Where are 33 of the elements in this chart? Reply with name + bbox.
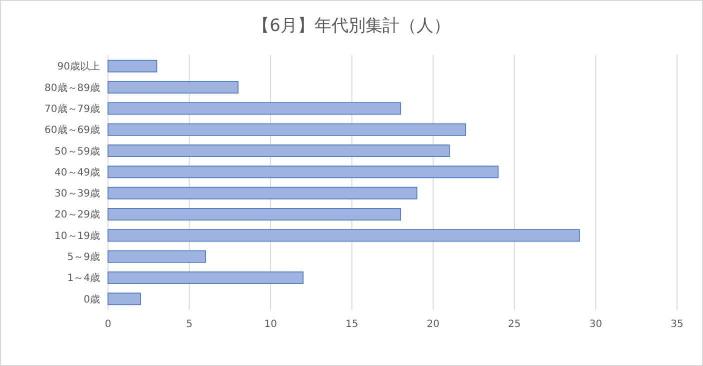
y-tick-label: 10～19歳 bbox=[54, 230, 100, 242]
x-tick-label: 20 bbox=[426, 319, 440, 330]
chart-title: 【6月】年代別集計（人） bbox=[252, 16, 450, 36]
x-tick-label: 30 bbox=[589, 319, 602, 330]
y-tick-label: 70歳～79歳 bbox=[44, 102, 100, 115]
bar bbox=[108, 229, 580, 242]
x-tick-label: 15 bbox=[345, 319, 358, 330]
bar bbox=[108, 272, 304, 284]
x-tick-label: 0 bbox=[104, 319, 112, 330]
y-tick-label: 20～29歳 bbox=[54, 208, 100, 221]
y-tick-label: 80歳～89歳 bbox=[44, 82, 100, 94]
y-tick-label: 50～59歳 bbox=[54, 145, 100, 158]
x-tick-label: 5 bbox=[186, 319, 192, 330]
bar bbox=[108, 186, 418, 200]
bar bbox=[108, 81, 238, 94]
y-tick-label: 60歳～69歳 bbox=[44, 124, 100, 136]
y-tick-label: 30～39歳 bbox=[54, 188, 100, 200]
bar bbox=[108, 250, 206, 263]
x-tick-label: 35 bbox=[670, 319, 684, 330]
bar bbox=[108, 292, 141, 306]
y-tick-label: 90歳以上 bbox=[57, 60, 100, 73]
bar bbox=[108, 60, 158, 72]
y-tick-label: 0歳 bbox=[84, 293, 100, 306]
bar bbox=[108, 102, 402, 115]
y-tick-label: 1～4歳 bbox=[67, 272, 100, 284]
bar bbox=[108, 166, 499, 178]
bar bbox=[108, 123, 466, 136]
bar bbox=[108, 208, 402, 220]
x-tick-label: 10 bbox=[264, 319, 277, 330]
bar bbox=[108, 144, 450, 157]
y-tick-label: 5～9歳 bbox=[67, 251, 100, 264]
x-tick-label: 25 bbox=[508, 319, 521, 330]
y-tick-label: 40～49歳 bbox=[54, 166, 100, 178]
